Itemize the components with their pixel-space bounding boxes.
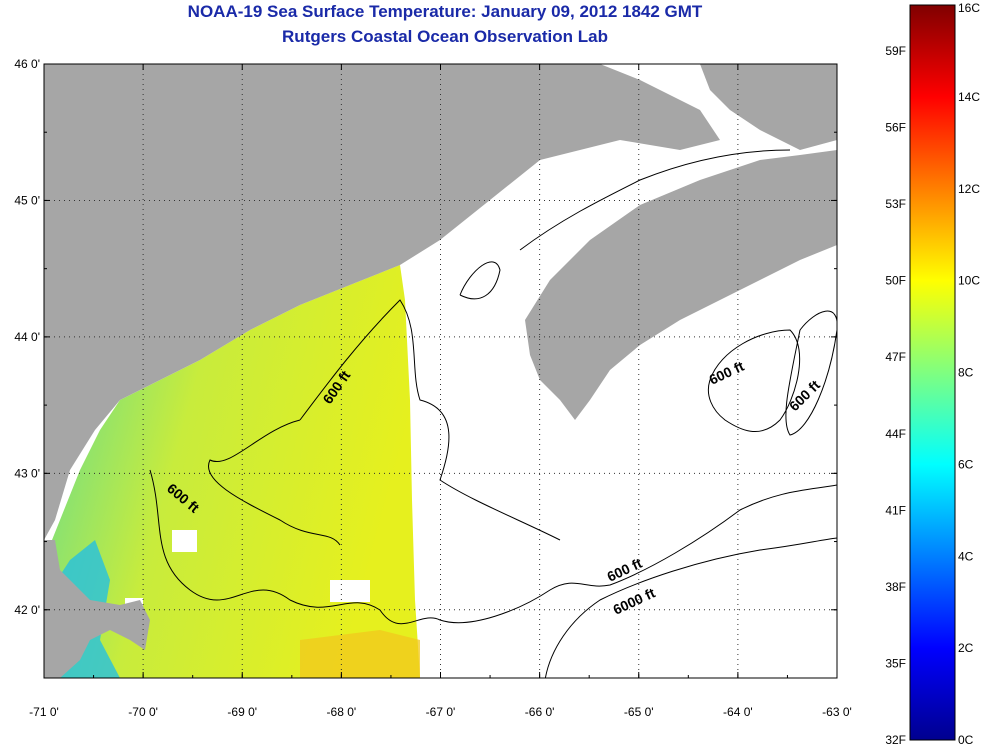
latitude-labels: 46 0' 45 0' 44 0' 43 0' 42 0' bbox=[14, 57, 40, 617]
colorbar-fahrenheit-labels: 59F 56F 53F 50F 47F 44F 41F 38F 35F 32F bbox=[885, 44, 906, 747]
colorbar-gradient bbox=[909, 4, 956, 741]
celsius-label: 6C bbox=[958, 457, 974, 471]
lon-label: -70 0' bbox=[128, 705, 158, 719]
sst-map: 600 ft 600 ft 600 ft 600 ft 600 ft 6000 … bbox=[14, 57, 852, 719]
land-massachusetts bbox=[44, 540, 150, 678]
celsius-label: 16C bbox=[958, 1, 980, 15]
map-title: NOAA-19 Sea Surface Temperature: January… bbox=[187, 2, 703, 21]
lon-label: -67 0' bbox=[426, 705, 456, 719]
fahrenheit-label: 47F bbox=[885, 350, 906, 364]
lon-label: -68 0' bbox=[327, 705, 357, 719]
celsius-label: 12C bbox=[958, 182, 980, 196]
colorbar-celsius-labels: 16C 14C 12C 10C 8C 6C 4C 2C 0C bbox=[958, 1, 980, 747]
fahrenheit-label: 35F bbox=[885, 656, 906, 670]
land-maine bbox=[44, 64, 720, 540]
celsius-label: 14C bbox=[958, 90, 980, 104]
longitude-labels: -71 0' -70 0' -69 0' -68 0' -67 0' -66 0' -65 … bbox=[29, 705, 852, 719]
celsius-label: 4C bbox=[958, 549, 974, 563]
lat-label: 45 0' bbox=[14, 193, 40, 207]
fahrenheit-label: 50F bbox=[885, 274, 906, 288]
sst-warm-patch bbox=[300, 630, 420, 678]
lon-label: -66 0' bbox=[525, 705, 555, 719]
lat-label: 46 0' bbox=[14, 57, 40, 71]
celsius-label: 8C bbox=[958, 366, 974, 380]
fahrenheit-label: 38F bbox=[885, 580, 906, 594]
land-pei-region bbox=[700, 64, 837, 150]
lat-label: 42 0' bbox=[14, 603, 40, 617]
sst-swath bbox=[44, 265, 420, 678]
fahrenheit-label: 59F bbox=[885, 44, 906, 58]
lon-label: -71 0' bbox=[29, 705, 59, 719]
lat-label: 43 0' bbox=[14, 466, 40, 480]
axis-ticks bbox=[43, 63, 838, 679]
graticule bbox=[44, 64, 837, 678]
fahrenheit-label: 53F bbox=[885, 197, 906, 211]
lon-label: -65 0' bbox=[624, 705, 654, 719]
fahrenheit-label: 56F bbox=[885, 121, 906, 135]
celsius-label: 0C bbox=[958, 733, 974, 747]
fahrenheit-label: 41F bbox=[885, 503, 906, 517]
lat-label: 44 0' bbox=[14, 330, 40, 344]
map-subtitle: Rutgers Coastal Ocean Observation Lab bbox=[282, 27, 608, 46]
fahrenheit-label: 32F bbox=[885, 733, 906, 747]
lon-label: -69 0' bbox=[227, 705, 257, 719]
fahrenheit-label: 44F bbox=[885, 427, 906, 441]
celsius-label: 2C bbox=[958, 641, 974, 655]
cloud-gap bbox=[330, 580, 370, 602]
land-nova-scotia bbox=[525, 150, 837, 420]
cloud-gap bbox=[172, 530, 197, 552]
celsius-label: 10C bbox=[958, 274, 980, 288]
colorbar: 16C 14C 12C 10C 8C 6C 4C 2C 0C 59F 56F 53F 50F 47F 44… bbox=[885, 1, 980, 747]
lon-label: -63 0' bbox=[822, 705, 852, 719]
bathymetry-contours bbox=[149, 149, 837, 678]
lon-label: -64 0' bbox=[723, 705, 753, 719]
